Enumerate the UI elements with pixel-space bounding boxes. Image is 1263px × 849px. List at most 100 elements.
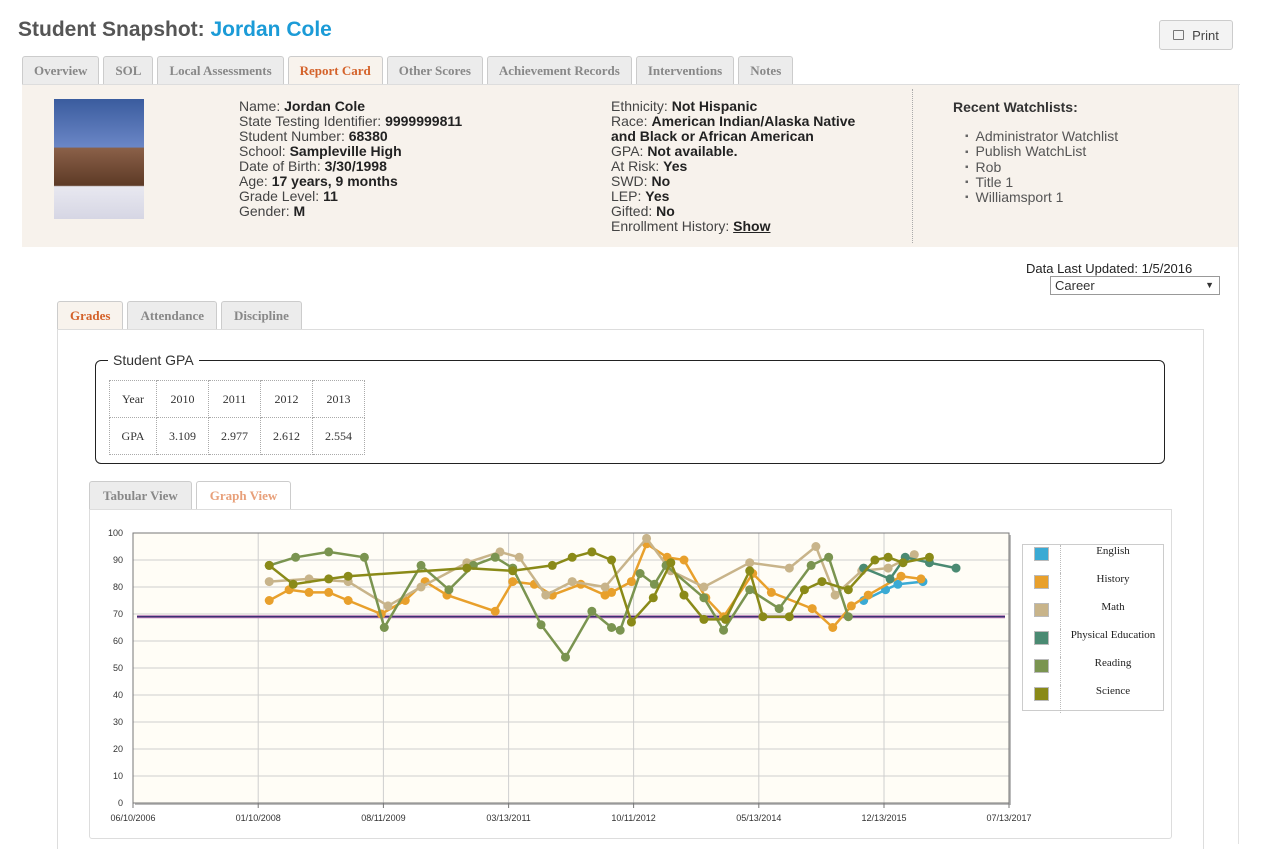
tab-notes[interactable]: Notes	[738, 56, 794, 84]
data-point-math	[811, 542, 821, 551]
data-point-reading	[607, 623, 617, 632]
grades-chart: 0 10 20 30 40 50 60 70 80 90 100 06/10/2006 01/10/20…	[108, 528, 1032, 823]
tab-overview[interactable]: Overview	[22, 56, 100, 84]
student-gpa-title: Student GPA	[108, 352, 199, 368]
data-point-science	[288, 579, 298, 589]
data-point-math	[784, 563, 794, 573]
atrisk-value: Yes	[663, 158, 688, 174]
gpa-label: GPA:	[611, 143, 644, 159]
tab-other-scores[interactable]: Other Scores	[386, 56, 483, 84]
watchlist-item[interactable]: Publish WatchList	[965, 144, 1118, 159]
data-point-history	[916, 574, 926, 584]
data-point-reading	[444, 585, 454, 595]
data-point-history	[846, 601, 856, 611]
legend-label: English	[1096, 545, 1130, 557]
tab-sol[interactable]: SOL	[103, 56, 154, 84]
print-label: Print	[1192, 27, 1219, 43]
legend-label: Physical Education	[1070, 629, 1156, 641]
legend-divider	[1060, 685, 1061, 713]
data-point-science	[699, 614, 709, 624]
school-value: Sampleville High	[289, 143, 402, 159]
print-button[interactable]: Print	[1159, 20, 1233, 50]
x-tick-label: 06/10/2006	[110, 813, 155, 823]
watchlist-item[interactable]: Title 1	[965, 175, 1118, 190]
tab-achievement-records[interactable]: Achievement Records	[486, 56, 632, 84]
data-point-reading	[635, 569, 645, 578]
atrisk-row: At Risk: Yes	[611, 159, 871, 174]
ethnicity-label: Ethnicity:	[611, 98, 668, 114]
gpa-value: 2.554	[312, 417, 365, 455]
tab-grades[interactable]: Grades	[57, 301, 124, 329]
legend-swatch	[1034, 687, 1049, 701]
legend-item: Physical Education	[1023, 629, 1163, 657]
enrollment-row: Enrollment History: Show	[611, 219, 871, 234]
gpa-header: GPA	[109, 417, 157, 455]
graph-panel	[89, 509, 1172, 839]
watchlist-item[interactable]: Rob	[965, 159, 1118, 175]
x-tick-label: 03/13/2011	[486, 813, 530, 823]
data-point-physical-education	[885, 574, 895, 584]
enrollment-show-link[interactable]: Show	[733, 218, 771, 234]
period-select[interactable]: Career ▼	[1050, 276, 1220, 295]
data-point-reading	[291, 552, 301, 562]
data-point-reading	[745, 585, 755, 595]
lep-value: Yes	[645, 188, 670, 204]
tab-tabular-view[interactable]: Tabular View	[89, 481, 192, 509]
y-tick-label: 90	[113, 555, 123, 565]
lep-label: LEP:	[611, 188, 642, 204]
data-point-math	[745, 558, 755, 568]
tab-attendance[interactable]: Attendance	[127, 301, 217, 329]
legend-divider	[1060, 601, 1061, 629]
y-tick-label: 70	[113, 609, 123, 619]
student-photo	[54, 99, 144, 219]
data-point-history	[508, 577, 518, 587]
gpa-value: 3.109	[156, 417, 209, 455]
enrollment-label: Enrollment History:	[611, 218, 730, 234]
data-point-science	[343, 571, 353, 581]
race-value-2: and Black or African American	[611, 128, 814, 144]
content-border	[1238, 84, 1239, 844]
tab-interventions[interactable]: Interventions	[635, 56, 735, 84]
data-point-reading	[560, 652, 570, 662]
gpa-value-row: GPA 3.109 2.977 2.612 2.554	[109, 417, 365, 455]
y-tick-label: 30	[113, 717, 123, 727]
gpa-year: 2012	[260, 380, 313, 418]
data-point-math	[883, 563, 893, 573]
tab-local-assessments[interactable]: Local Assessments	[157, 56, 284, 84]
swd-row: SWD: No	[611, 174, 871, 189]
grade-row: Grade Level: 11	[239, 189, 462, 204]
race-label: Race:	[611, 113, 648, 129]
data-point-history	[626, 577, 636, 587]
data-point-history	[304, 587, 314, 597]
data-point-science	[799, 585, 809, 595]
series-line-english	[863, 580, 924, 602]
data-point-reading	[379, 623, 389, 632]
age-value: 17 years, 9 months	[271, 173, 398, 189]
gpa-year-row: Year 2010 2011 2012 2013	[109, 380, 365, 418]
legend-divider	[1060, 657, 1061, 685]
title-prefix: Student Snapshot:	[18, 18, 205, 41]
data-point-history	[607, 587, 617, 597]
watchlist-item[interactable]: Administrator Watchlist	[965, 129, 1119, 144]
data-point-science	[626, 617, 636, 627]
tab-graph-view[interactable]: Graph View	[195, 481, 292, 509]
legend-swatch	[1034, 631, 1049, 645]
data-point-science	[508, 566, 518, 576]
page-title: Student Snapshot: Jordan Cole	[18, 18, 332, 42]
tab-report-card[interactable]: Report Card	[287, 56, 383, 84]
data-last-updated: Data Last Updated: 1/5/2016	[1026, 261, 1193, 276]
watchlist-item[interactable]: Williamsport 1	[965, 190, 1118, 205]
data-point-science	[607, 555, 617, 565]
tab-discipline[interactable]: Discipline	[221, 301, 302, 329]
grade-value: 11	[323, 188, 338, 204]
y-tick-label: 60	[113, 636, 123, 646]
data-point-history	[863, 590, 873, 600]
data-point-science	[883, 552, 893, 562]
gpa-row: GPA: Not available.	[611, 144, 871, 159]
data-point-science	[758, 612, 768, 622]
data-point-math	[830, 590, 840, 600]
data-point-science	[679, 590, 689, 600]
data-point-math	[541, 590, 551, 600]
data-point-reading	[587, 606, 597, 616]
number-value: 68380	[348, 128, 388, 144]
